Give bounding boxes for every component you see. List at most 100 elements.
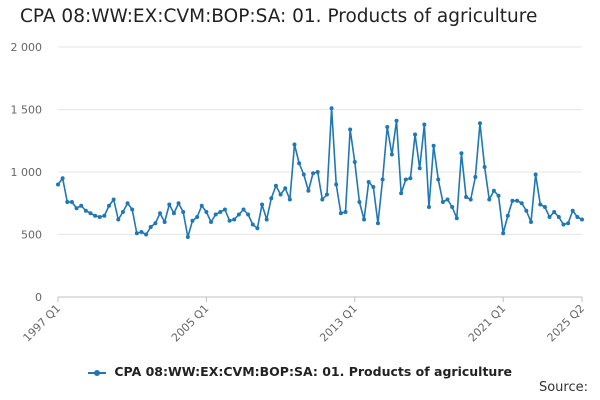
data-point[interactable] [459, 151, 464, 156]
data-point[interactable] [130, 207, 135, 212]
data-point[interactable] [74, 206, 79, 211]
data-point[interactable] [524, 208, 529, 213]
data-point[interactable] [542, 205, 547, 209]
data-point[interactable] [148, 225, 153, 229]
data-point[interactable] [352, 160, 357, 164]
data-point[interactable] [116, 217, 121, 222]
data-point[interactable] [283, 186, 288, 191]
data-point[interactable] [246, 212, 251, 217]
data-point[interactable] [528, 220, 533, 224]
data-point[interactable] [324, 192, 329, 197]
data-point[interactable] [213, 212, 218, 217]
data-point[interactable] [93, 213, 98, 218]
data-point[interactable] [519, 201, 524, 206]
data-point[interactable] [496, 193, 501, 198]
data-point[interactable] [273, 183, 278, 188]
data-point[interactable] [65, 200, 70, 204]
data-point[interactable] [371, 185, 376, 189]
data-point[interactable] [375, 221, 380, 226]
data-point[interactable] [297, 161, 302, 166]
data-point[interactable] [399, 191, 404, 196]
data-point[interactable] [60, 176, 65, 181]
data-point[interactable] [552, 210, 557, 214]
data-point[interactable] [385, 125, 390, 129]
data-point[interactable] [338, 211, 343, 216]
data-point[interactable] [241, 207, 246, 212]
data-point[interactable] [69, 200, 74, 204]
data-point[interactable] [464, 195, 469, 199]
data-point[interactable] [260, 202, 265, 207]
data-point[interactable] [222, 207, 227, 212]
data-point[interactable] [366, 180, 371, 184]
data-point[interactable] [431, 143, 436, 148]
data-point[interactable] [236, 212, 241, 217]
data-point[interactable] [120, 210, 125, 214]
data-point[interactable] [144, 232, 149, 237]
data-point[interactable] [501, 231, 506, 236]
data-point[interactable] [287, 197, 292, 202]
data-point[interactable] [102, 213, 107, 218]
data-point[interactable] [97, 215, 102, 219]
data-point[interactable] [468, 197, 473, 202]
data-point[interactable] [250, 222, 255, 227]
data-point[interactable] [505, 213, 510, 218]
data-point[interactable] [320, 197, 325, 202]
data-point[interactable] [556, 215, 561, 219]
data-point[interactable] [162, 220, 167, 224]
data-point[interactable] [111, 197, 116, 202]
data-point[interactable] [510, 198, 515, 203]
data-point[interactable] [199, 203, 204, 208]
data-point[interactable] [125, 201, 130, 206]
data-point[interactable] [158, 211, 163, 216]
data-point[interactable] [575, 215, 580, 219]
data-point[interactable] [301, 172, 306, 177]
data-point[interactable] [306, 188, 311, 193]
data-point[interactable] [422, 122, 427, 127]
data-point[interactable] [487, 197, 492, 202]
data-point[interactable] [538, 202, 543, 207]
data-point[interactable] [204, 210, 209, 214]
data-point[interactable] [83, 208, 88, 213]
data-point[interactable] [533, 172, 538, 177]
data-point[interactable] [334, 182, 339, 187]
data-point[interactable] [181, 210, 186, 214]
data-point[interactable] [348, 127, 353, 132]
data-point[interactable] [167, 202, 172, 207]
data-point[interactable] [209, 220, 214, 224]
data-point[interactable] [473, 175, 478, 179]
data-point[interactable] [190, 218, 195, 223]
data-point[interactable] [570, 208, 575, 213]
data-point[interactable] [134, 231, 139, 236]
data-point[interactable] [450, 205, 455, 209]
data-point[interactable] [171, 211, 176, 216]
legend[interactable]: CPA 08:WW:EX:CVM:BOP:SA: 01. Products of… [0, 364, 600, 379]
data-point[interactable] [292, 142, 297, 147]
data-point[interactable] [547, 215, 552, 219]
data-point[interactable] [255, 226, 260, 231]
data-point[interactable] [88, 211, 93, 216]
data-point[interactable] [362, 217, 367, 222]
data-point[interactable] [566, 221, 571, 226]
data-point[interactable] [436, 177, 441, 182]
data-point[interactable] [477, 121, 482, 126]
data-point[interactable] [329, 106, 334, 111]
data-point[interactable] [79, 203, 84, 208]
data-point[interactable] [264, 217, 269, 222]
data-point[interactable] [343, 210, 348, 214]
data-point[interactable] [380, 177, 385, 182]
data-point[interactable] [227, 218, 232, 223]
data-point[interactable] [56, 182, 60, 187]
data-point[interactable] [417, 166, 422, 171]
data-point[interactable] [491, 188, 496, 193]
data-point[interactable] [440, 200, 445, 204]
data-point[interactable] [232, 217, 237, 222]
data-point[interactable] [454, 216, 459, 221]
data-point[interactable] [403, 177, 408, 182]
data-point[interactable] [153, 221, 158, 226]
data-point[interactable] [482, 165, 487, 169]
data-point[interactable] [278, 192, 283, 197]
data-point[interactable] [408, 176, 413, 181]
data-point[interactable] [139, 230, 144, 234]
data-point[interactable] [580, 217, 584, 222]
data-point[interactable] [315, 170, 320, 174]
